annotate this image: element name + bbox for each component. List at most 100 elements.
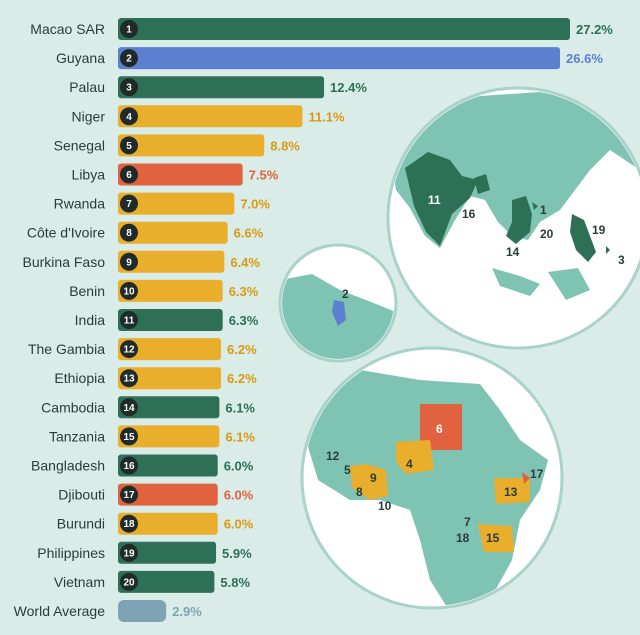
guyana-region	[332, 300, 346, 326]
value-label-world-average: 2.9%	[172, 604, 202, 619]
ethiopia-region	[494, 478, 530, 504]
rank-badge-macao-sar	[120, 20, 138, 38]
rank-badge-cambodia	[120, 398, 138, 417]
africa-label-12: 12	[326, 449, 340, 463]
bar-burkina-faso	[118, 250, 225, 273]
rank-badge-palau	[120, 78, 138, 97]
bar-world-average	[118, 600, 167, 622]
rank-badge-rwanda	[120, 194, 138, 213]
rank-number-benin: 10	[123, 286, 135, 297]
value-label-tanzania: 6.1%	[225, 429, 255, 444]
rank-badge-the-gambia	[120, 340, 138, 359]
value-label-cote-d-ivoire: 6.6%	[234, 226, 264, 241]
category-label-burkina-faso: Burkina Faso	[23, 254, 106, 270]
rank-number-guyana: 2	[126, 54, 132, 65]
value-label-niger: 11.1%	[308, 109, 345, 124]
rank-badge-burkina-faso	[120, 252, 138, 271]
value-label-palau: 12.4%	[330, 80, 367, 95]
rank-badge-vietnam	[120, 572, 138, 591]
rank-number-tanzania: 15	[123, 432, 135, 443]
rank-number-vietnam: 20	[123, 577, 135, 588]
bar-vietnam	[118, 570, 215, 593]
west-africa-region	[350, 464, 388, 500]
rank-number-cote-d-ivoire: 8	[126, 228, 132, 239]
category-label-the-gambia: The Gambia	[28, 341, 105, 357]
category-label-ethiopia: Ethiopia	[54, 370, 105, 386]
bar-cambodia	[118, 396, 220, 419]
indonesia-islands	[492, 268, 590, 300]
rank-badge-guyana	[120, 49, 138, 68]
rank-badge-libya	[120, 165, 138, 184]
bar-rwanda	[118, 192, 235, 215]
rank-number-cambodia: 14	[123, 403, 135, 414]
rank-number-niger: 4	[126, 112, 132, 123]
value-label-macao-sar: 27.2%	[576, 22, 613, 37]
map-insets: 11 16 1 20 14 19 3 2 6	[278, 86, 640, 610]
africa-label-15: 15	[486, 531, 500, 545]
bar-burundi	[118, 512, 218, 535]
value-label-djibouti: 6.0%	[224, 488, 254, 503]
value-label-burkina-faso: 6.4%	[230, 255, 260, 270]
africa-label-10: 10	[378, 499, 392, 513]
category-label-burundi: Burundi	[57, 516, 105, 532]
category-label-bangladesh: Bangladesh	[31, 458, 105, 474]
africa-label-5: 5	[344, 463, 351, 477]
bar-cote-d-ivoire	[118, 221, 228, 244]
africa-label-4: 4	[406, 457, 413, 471]
bars-layer: Macao SAR 1 27.2%Guyana 2 26.6%Palau 3 12.4%Ni…	[14, 18, 613, 622]
value-label-vietnam: 5.8%	[220, 575, 250, 590]
rank-number-macao-sar: 1	[126, 25, 132, 36]
value-label-guyana: 26.6%	[566, 51, 603, 66]
category-label-rwanda: Rwanda	[54, 196, 106, 212]
value-label-cambodia: 6.1%	[225, 400, 255, 415]
category-label-benin: Benin	[69, 283, 105, 299]
asia-label-20: 20	[540, 227, 554, 241]
rank-badge-india	[120, 311, 138, 329]
asia-label-3: 3	[618, 253, 625, 267]
rank-number-india: 11	[124, 316, 135, 327]
guyana-label-2: 2	[342, 287, 349, 301]
rank-number-senegal: 5	[126, 141, 132, 152]
rank-number-ethiopia: 13	[123, 374, 135, 385]
rank-number-djibouti: 17	[123, 490, 135, 501]
rank-badge-burundi	[120, 514, 138, 533]
africa-label-7: 7	[464, 515, 471, 529]
category-label-macao-sar: Macao SAR	[30, 21, 105, 37]
category-label-india: India	[75, 312, 106, 328]
value-label-libya: 7.5%	[249, 168, 279, 183]
value-label-ethiopia: 6.2%	[227, 371, 257, 386]
category-label-guyana: Guyana	[56, 50, 105, 66]
rank-number-bangladesh: 16	[123, 461, 135, 472]
macao-region	[532, 202, 538, 210]
africa-label-8: 8	[356, 485, 363, 499]
bar-senegal	[118, 134, 265, 157]
value-label-india: 6.3%	[229, 313, 259, 328]
bangladesh-region	[474, 174, 490, 194]
category-label-libya: Libya	[72, 167, 106, 183]
africa-label-6: 6	[436, 422, 443, 436]
category-label-djibouti: Djibouti	[58, 487, 105, 503]
value-label-burundi: 6.0%	[224, 517, 254, 532]
rank-badge-niger	[120, 107, 138, 126]
category-label-tanzania: Tanzania	[49, 428, 105, 444]
value-label-benin: 6.3%	[229, 284, 259, 299]
category-label-senegal: Senegal	[54, 137, 105, 153]
asia-label-1: 1	[540, 203, 547, 217]
rank-number-the-gambia: 12	[123, 345, 135, 356]
rank-badge-bangladesh	[120, 456, 138, 475]
tanzania-region	[478, 524, 514, 552]
category-label-palau: Palau	[69, 79, 105, 95]
value-label-rwanda: 7.0%	[240, 197, 270, 212]
bar-the-gambia	[118, 338, 222, 361]
africa-label-9: 9	[370, 471, 377, 485]
rank-badge-ethiopia	[120, 369, 138, 388]
rank-number-palau: 3	[126, 83, 132, 94]
bar-philippines	[118, 541, 217, 564]
bar-ethiopia	[118, 367, 222, 390]
value-label-senegal: 8.8%	[270, 138, 300, 153]
category-label-cambodia: Cambodia	[41, 399, 105, 415]
rank-number-rwanda: 7	[126, 199, 132, 210]
asia-label-14: 14	[506, 245, 520, 259]
rank-badge-djibouti	[120, 485, 138, 504]
